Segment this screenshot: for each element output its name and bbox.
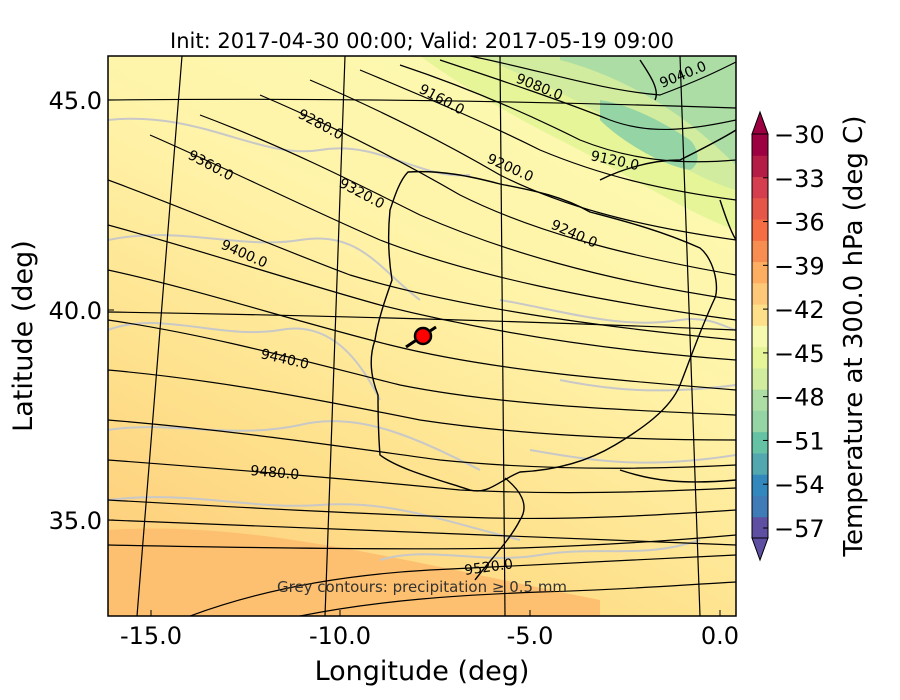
colorbar-segment	[752, 410, 768, 433]
colorbar-segment	[752, 325, 768, 348]
colorbar-tick-label: −48	[774, 384, 825, 412]
colorbar-frame	[751, 133, 769, 539]
colorbar-segment	[752, 516, 768, 539]
colorbar-segment	[752, 431, 768, 454]
colorbar-segment	[752, 240, 768, 263]
x-axis-label: Longitude (deg)	[315, 656, 530, 687]
plot-title: Init: 2017-04-30 00:00; Valid: 2017-05-1…	[170, 29, 674, 53]
coastlines	[370, 59, 736, 581]
colorbar-ticks: −30 −33 −36 −39 −42 −45 −48 −51 −54 −57	[763, 121, 825, 543]
colorbar-segment	[752, 389, 768, 411]
colorbar-tick-label: −33	[774, 165, 825, 193]
x-tick-label: -10.0	[309, 622, 371, 650]
cold-region-inner	[560, 56, 736, 165]
colorbar: −30 −33 −36 −39 −42 −45 −48 −51 −54 −57 Temperatu…	[751, 110, 869, 562]
colorbar-bottom-arrow	[751, 537, 769, 562]
colorbar-segment	[752, 367, 768, 390]
colorbar-tick-label: −36	[774, 209, 825, 237]
contour-label-9480: 9480.0	[250, 463, 300, 483]
x-axis: -15.0 -10.0 -5.0 0.0 Longitude (deg)	[120, 610, 739, 687]
colorbar-segments	[752, 134, 768, 539]
colorbar-segment	[752, 155, 768, 178]
colorbar-segment	[752, 261, 768, 284]
colorbar-segment	[752, 346, 768, 369]
y-tick-label: 40.0	[49, 297, 102, 325]
colorbar-label: Temperature at 300.0 hPa (deg C)	[839, 116, 869, 558]
colorbar-segment	[752, 282, 768, 305]
colorbar-segment	[752, 304, 768, 326]
location-marker	[413, 326, 433, 346]
colorbar-tick-label: −57	[774, 515, 825, 543]
colorbar-tick-label: −30	[774, 121, 825, 149]
colorbar-segment	[752, 495, 768, 518]
colorbar-tick-label: −54	[774, 471, 825, 499]
y-axis-label: Latitude (deg)	[8, 240, 39, 432]
warm-region	[108, 528, 600, 616]
colorbar-segment	[752, 219, 768, 241]
colorbar-segment	[752, 134, 768, 156]
y-tick-label: 35.0	[49, 507, 102, 535]
x-tick-label: -5.0	[507, 622, 554, 650]
cold-region-core	[600, 100, 698, 170]
colorbar-tick-label: −42	[774, 296, 825, 324]
y-axis: 45.0 40.0 35.0 Latitude (deg)	[8, 87, 114, 535]
precipitation-annotation: Grey contours: precipitation ≥ 0.5 mm	[277, 578, 567, 596]
contour-label-9520: 9520.0	[463, 556, 514, 579]
colorbar-segment	[752, 452, 768, 475]
colorbar-top-arrow	[751, 110, 769, 135]
colorbar-tick-label: −51	[774, 427, 825, 455]
precipitation-contours	[108, 117, 736, 561]
colorbar-segment	[752, 176, 768, 199]
x-tick-label: -15.0	[120, 622, 182, 650]
graticule	[108, 56, 736, 616]
height-contours	[108, 56, 736, 616]
y-tick-label: 45.0	[49, 87, 102, 115]
map-plot-area: 9040.0 9080.0 9120.0 9160.0 9200.0 9240.…	[108, 56, 736, 616]
colorbar-segment	[752, 474, 768, 496]
colorbar-tick-label: −45	[774, 340, 825, 368]
plot-frame	[107, 55, 737, 617]
x-tick-label: 0.0	[701, 622, 739, 650]
colorbar-tick-label: −39	[774, 252, 825, 280]
colorbar-segment	[752, 197, 768, 220]
